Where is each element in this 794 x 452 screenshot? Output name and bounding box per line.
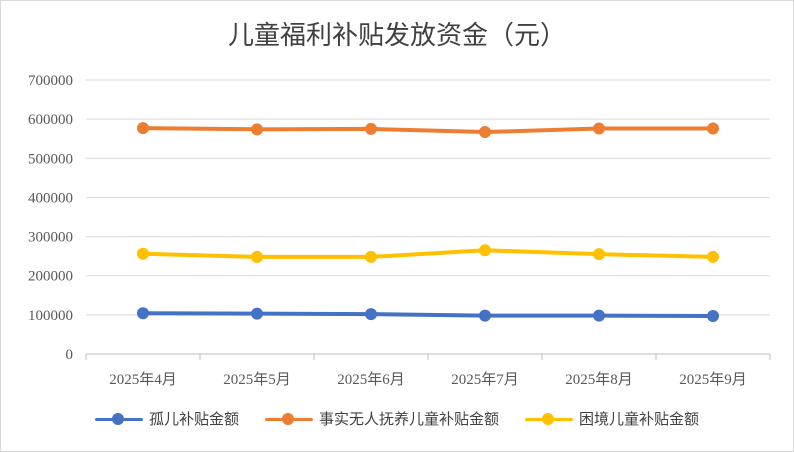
- y-tick-label: 700000: [28, 73, 73, 89]
- y-tick-label: 200000: [28, 269, 73, 285]
- x-tick-label: 2025年9月: [679, 371, 747, 388]
- data-point: [707, 310, 719, 323]
- data-point: [365, 122, 377, 135]
- y-tick-label: 0: [66, 347, 74, 363]
- legend-item: 事实无人抚养儿童补贴金额: [264, 408, 499, 429]
- series-line: [141, 126, 715, 135]
- series-1: [137, 307, 719, 323]
- y-tick-label: 400000: [28, 190, 73, 206]
- legend-item: 困境儿童补贴金额: [525, 408, 699, 429]
- legend-swatch: [264, 412, 313, 426]
- data-point: [593, 122, 605, 135]
- data-point: [137, 247, 149, 260]
- y-tick-label: 500000: [28, 151, 73, 167]
- x-tick-label: 2025年8月: [565, 371, 633, 388]
- data-point: [707, 122, 719, 135]
- chart-title: 儿童福利补贴发放资金（元）: [227, 21, 566, 51]
- legend-label: 孤儿补贴金额: [148, 410, 239, 428]
- data-point: [479, 126, 491, 139]
- data-point: [479, 244, 491, 257]
- data-point: [251, 307, 263, 320]
- data-point: [137, 307, 149, 320]
- data-point: [251, 123, 263, 136]
- series-line: [141, 311, 715, 319]
- data-point: [479, 309, 491, 322]
- data-point: [593, 248, 605, 261]
- legend-swatch: [525, 412, 573, 426]
- legend-swatch: [94, 412, 143, 426]
- x-tick-label: 2025年6月: [337, 371, 405, 388]
- chart-legend: 孤儿补贴金额 事实无人抚养儿童补贴金额 困境儿童补贴金额: [1, 408, 793, 429]
- legend-item: 孤儿补贴金额: [94, 408, 239, 429]
- y-tick-label: 300000: [28, 230, 73, 246]
- x-tick-label: 2025年7月: [451, 371, 519, 388]
- data-point: [593, 309, 605, 322]
- data-point: [707, 250, 719, 263]
- x-tick-label: 2025年5月: [223, 371, 291, 388]
- y-tick-label: 100000: [28, 308, 73, 324]
- series-line: [141, 248, 715, 259]
- y-tick-label: 600000: [28, 112, 73, 128]
- series-2: [137, 122, 719, 139]
- data-point: [137, 122, 149, 135]
- series-3: [137, 244, 719, 263]
- legend-label: 困境儿童补贴金额: [579, 410, 700, 428]
- data-point: [251, 250, 263, 263]
- x-tick-label: 2025年4月: [109, 371, 177, 388]
- legend-label: 事实无人抚养儿童补贴金额: [318, 410, 499, 428]
- data-point: [365, 308, 377, 321]
- data-point: [365, 250, 377, 263]
